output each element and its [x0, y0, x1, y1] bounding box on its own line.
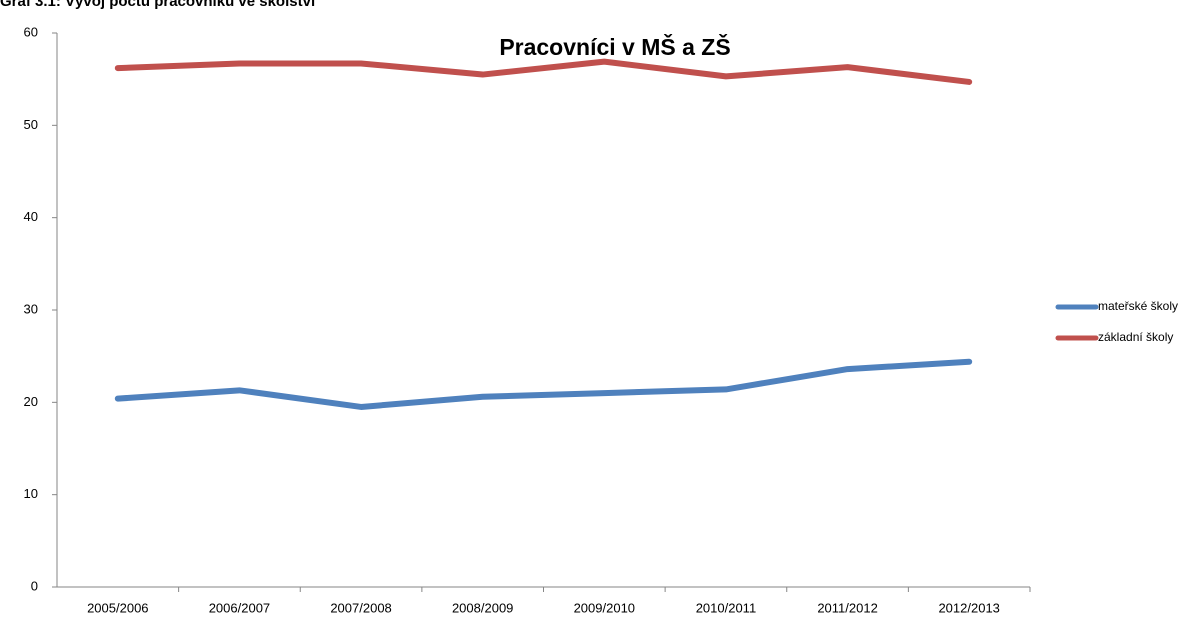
- x-tick-label: 2012/2013: [938, 600, 999, 615]
- x-tick-label: 2010/2011: [696, 600, 757, 615]
- y-tick-label: 0: [31, 578, 38, 593]
- caption: Graf 3.1: Vývoj počtu pracovníků ve škol…: [0, 0, 316, 10]
- legend-label: základní školy: [1098, 330, 1173, 344]
- y-tick-label: 60: [24, 24, 38, 39]
- y-tick-label: 20: [24, 394, 38, 409]
- x-tick-label: 2008/2009: [452, 600, 513, 615]
- x-tick-label: 2007/2008: [330, 600, 391, 615]
- x-tick-label: 2006/2007: [209, 600, 270, 615]
- line-series: [114, 358, 973, 410]
- x-tick-label: 2009/2010: [574, 600, 635, 615]
- y-tick-label: 40: [24, 209, 38, 224]
- chart-title: Pracovníci v MŠ a ZŠ: [499, 33, 730, 60]
- y-tick-label: 10: [24, 486, 38, 501]
- line-series: [114, 58, 973, 85]
- legend-label: mateřské školy: [1098, 299, 1178, 313]
- x-tick-label: 2005/2006: [87, 600, 148, 615]
- x-tick-label: 2011/2012: [817, 600, 878, 615]
- y-tick-label: 50: [24, 117, 38, 132]
- y-tick-label: 30: [24, 301, 38, 316]
